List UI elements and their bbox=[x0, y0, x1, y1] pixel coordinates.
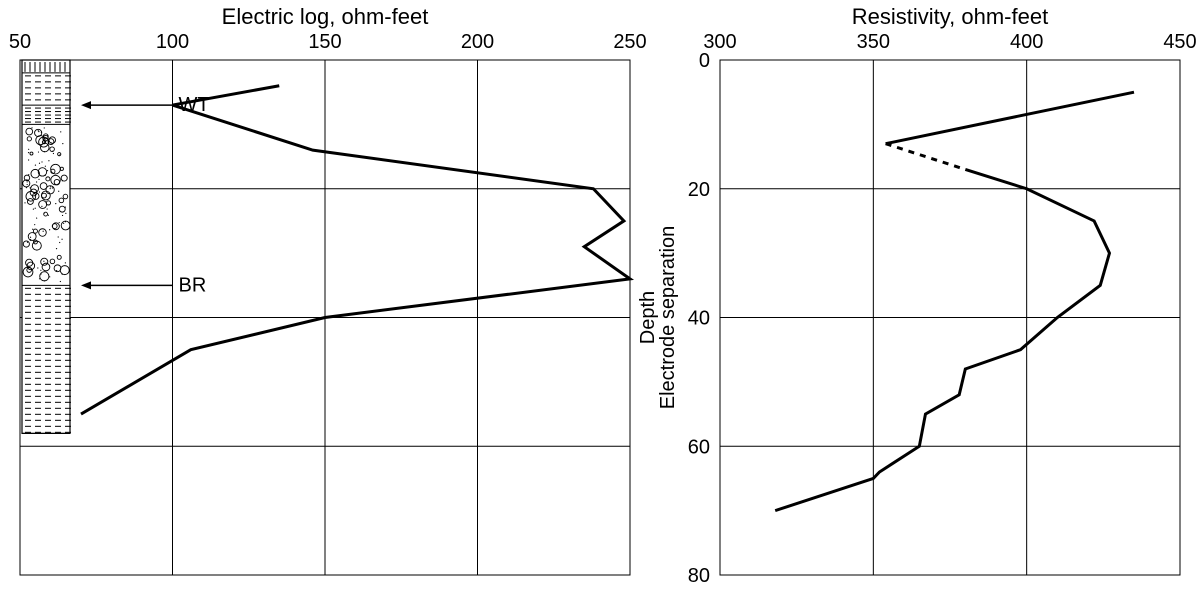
annotation-br: BR bbox=[179, 274, 207, 296]
svg-text:150: 150 bbox=[308, 31, 341, 53]
svg-text:400: 400 bbox=[1010, 31, 1043, 53]
right-chart-title: Resistivity, ohm-feet bbox=[852, 4, 1048, 29]
svg-text:250: 250 bbox=[613, 31, 646, 53]
svg-text:80: 80 bbox=[688, 565, 710, 587]
svg-text:0: 0 bbox=[699, 50, 710, 72]
svg-text:40: 40 bbox=[688, 308, 710, 330]
right-y-label: Electrode separation bbox=[657, 226, 679, 409]
svg-text:100: 100 bbox=[156, 31, 189, 53]
svg-text:60: 60 bbox=[688, 436, 710, 458]
svg-text:50: 50 bbox=[9, 31, 31, 53]
svg-text:200: 200 bbox=[461, 31, 494, 53]
svg-text:20: 20 bbox=[688, 179, 710, 201]
left-y-label: Depth bbox=[637, 291, 659, 344]
left-chart-title: Electric log, ohm-feet bbox=[222, 4, 429, 29]
electric-log-line bbox=[81, 86, 630, 414]
lithology-column bbox=[22, 60, 71, 433]
annotation-wt: WT bbox=[179, 94, 210, 116]
svg-text:450: 450 bbox=[1163, 31, 1196, 53]
svg-text:350: 350 bbox=[857, 31, 890, 53]
